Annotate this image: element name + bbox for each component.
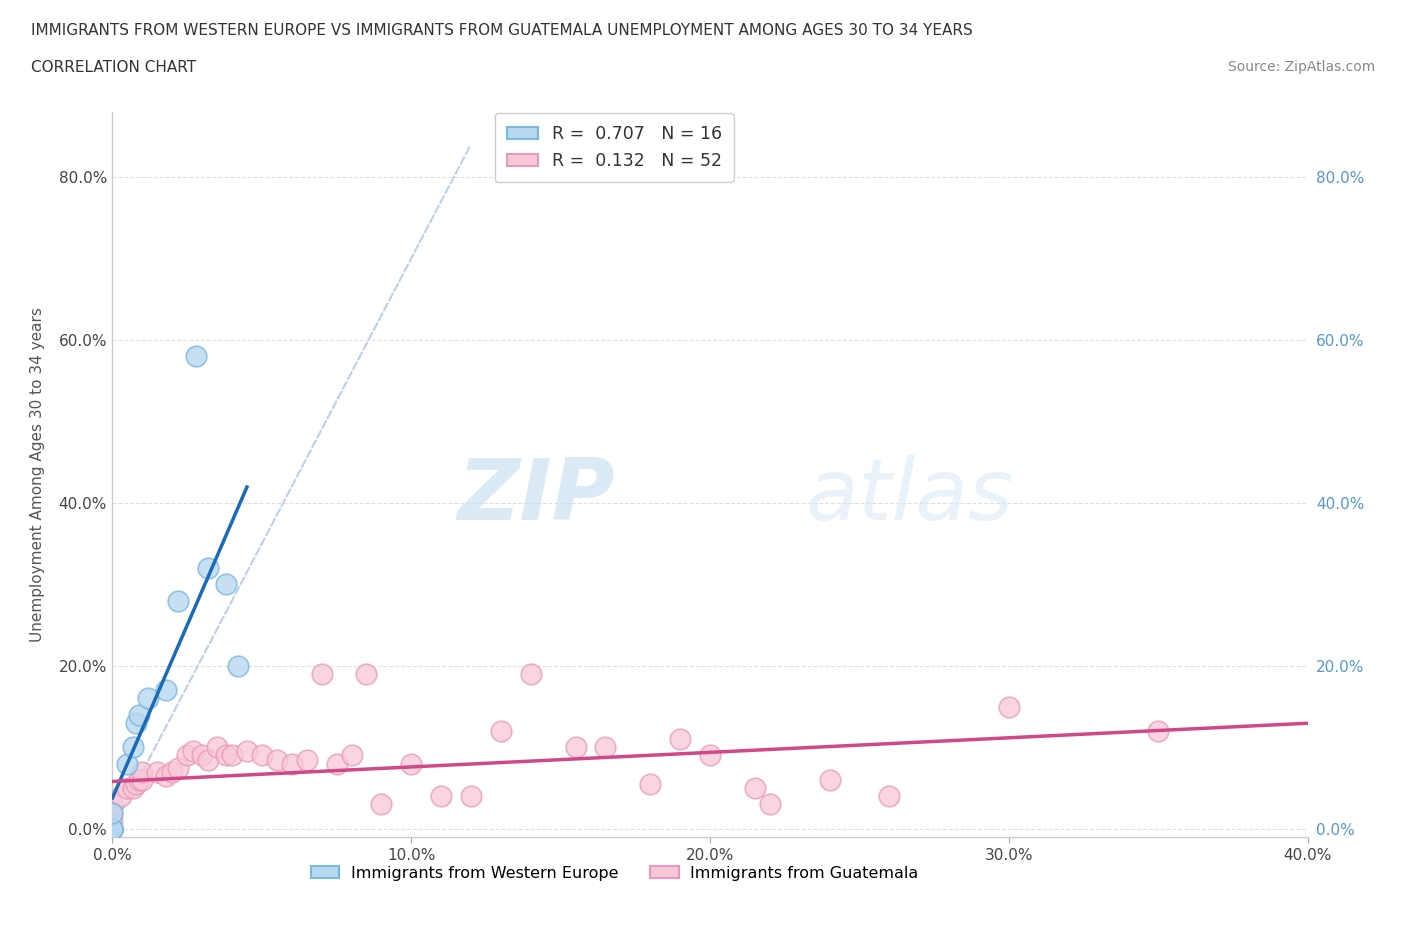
Point (122, 780, 145, 795)
Point (181, 744, 204, 759)
Point (197, 561, 219, 576)
Point (131, 764, 153, 779)
Point (197, 752, 219, 767)
Point (101, 821, 124, 836)
Point (669, 732, 692, 747)
Point (101, 797, 124, 812)
Point (250, 748, 273, 763)
Point (430, 789, 453, 804)
Point (155, 768, 177, 783)
Point (155, 683, 177, 698)
Y-axis label: Unemployment Among Ages 30 to 34 years: Unemployment Among Ages 30 to 34 years (30, 307, 45, 642)
Point (162, 764, 183, 779)
Point (117, 780, 139, 795)
Point (101, 805, 124, 820)
Legend: Immigrants from Western Europe, Immigrants from Guatemala: Immigrants from Western Europe, Immigran… (304, 859, 925, 887)
Point (101, 813, 124, 828)
Point (146, 764, 169, 779)
Point (167, 593, 190, 608)
Point (370, 797, 392, 812)
Point (281, 756, 304, 771)
Point (640, 777, 662, 791)
Point (460, 789, 482, 804)
Point (699, 748, 721, 763)
Point (595, 740, 617, 755)
Text: atlas: atlas (806, 455, 1014, 538)
Point (744, 780, 766, 795)
Point (489, 724, 512, 738)
Point (101, 821, 124, 836)
Point (520, 667, 543, 682)
Point (236, 744, 259, 759)
Point (759, 797, 782, 812)
Point (818, 773, 841, 788)
Point (138, 691, 160, 706)
Point (101, 821, 124, 836)
Point (101, 821, 124, 836)
Point (167, 761, 190, 776)
Point (226, 658, 249, 673)
Point (340, 748, 363, 763)
Point (101, 821, 124, 836)
Point (101, 821, 124, 836)
Point (125, 777, 148, 791)
Point (879, 789, 901, 804)
Point (266, 752, 288, 767)
Point (131, 773, 153, 788)
Point (125, 715, 148, 730)
Point (401, 756, 423, 771)
Point (311, 667, 333, 682)
Point (215, 577, 238, 591)
Text: IMMIGRANTS FROM WESTERN EUROPE VS IMMIGRANTS FROM GUATEMALA UNEMPLOYMENT AMONG A: IMMIGRANTS FROM WESTERN EUROPE VS IMMIGR… (31, 23, 973, 38)
Point (356, 667, 378, 682)
Text: Source: ZipAtlas.com: Source: ZipAtlas.com (1227, 60, 1375, 74)
Point (1147, 724, 1170, 738)
Point (176, 748, 198, 763)
Point (998, 699, 1021, 714)
Point (101, 821, 124, 836)
Point (215, 748, 238, 763)
Point (295, 752, 318, 767)
Point (117, 756, 139, 771)
Point (101, 805, 124, 820)
Point (205, 740, 228, 755)
Point (191, 748, 214, 763)
Point (101, 821, 124, 836)
Point (221, 748, 243, 763)
Point (110, 789, 132, 804)
Point (186, 349, 208, 364)
Text: ZIP: ZIP (457, 455, 614, 538)
Point (128, 773, 150, 788)
Point (564, 740, 586, 755)
Text: CORRELATION CHART: CORRELATION CHART (31, 60, 195, 75)
Point (325, 756, 347, 771)
Point (122, 740, 145, 755)
Point (101, 821, 124, 836)
Point (128, 708, 150, 723)
